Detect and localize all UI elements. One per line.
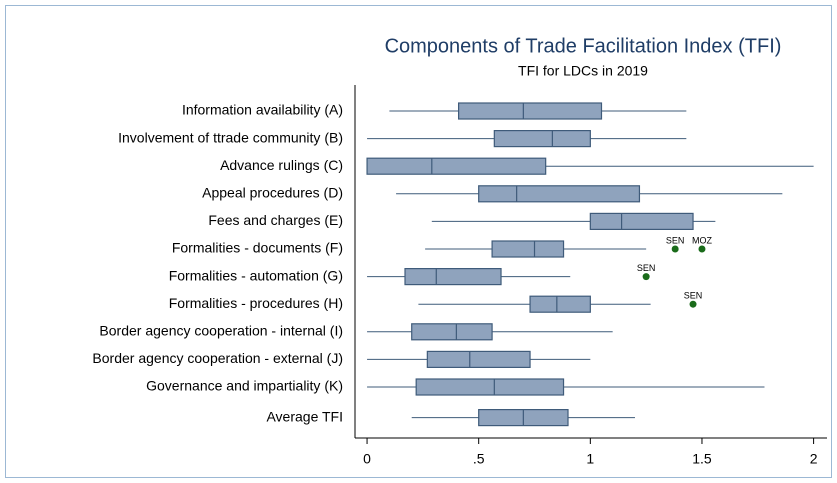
x-tick-label: 1 xyxy=(586,451,594,467)
outlier-label: MOZ xyxy=(692,235,712,245)
category-label: Average TFI xyxy=(266,408,343,424)
box xyxy=(493,130,591,148)
x-tick-label: .5 xyxy=(473,451,485,467)
chart-subtitle: TFI for LDCs in 2019 xyxy=(518,63,648,79)
category-label: Information availability (A) xyxy=(182,102,343,118)
chart-title: Components of Trade Facilitation Index (… xyxy=(385,35,782,57)
outlier xyxy=(689,300,697,308)
outlier xyxy=(642,273,650,281)
category-label: Formalities - automation (G) xyxy=(169,267,343,283)
box xyxy=(426,350,531,368)
box xyxy=(411,323,493,341)
category-label: Formalities - documents (F) xyxy=(172,240,343,256)
outlier-label: SEN xyxy=(684,291,703,301)
box xyxy=(589,212,694,230)
x-tick-label: 2 xyxy=(810,451,818,467)
category-label: Fees and charges (E) xyxy=(208,212,343,228)
box xyxy=(491,240,565,258)
category-label: Border agency cooperation - internal (I) xyxy=(99,323,343,339)
box xyxy=(415,378,565,396)
x-tick-label: 1.5 xyxy=(692,451,712,467)
box xyxy=(366,157,547,175)
category-label: Border agency cooperation - external (J) xyxy=(92,350,343,366)
category-label: Involvement of ttrade community (B) xyxy=(118,129,343,145)
outlier-label: SEN xyxy=(666,235,685,245)
outlier xyxy=(698,245,706,253)
outlier-label: SEN xyxy=(637,263,656,273)
x-tick-label: 0 xyxy=(363,451,371,467)
box xyxy=(404,268,502,286)
frame xyxy=(5,5,832,478)
box xyxy=(457,102,603,120)
box xyxy=(529,295,591,313)
category-label: Appeal procedures (D) xyxy=(202,185,343,201)
category-label: Governance and impartiality (K) xyxy=(146,378,343,394)
outlier xyxy=(671,245,679,253)
box xyxy=(478,185,641,203)
category-label: Formalities - procedures (H) xyxy=(169,295,343,311)
category-label: Advance rulings (C) xyxy=(220,157,343,173)
